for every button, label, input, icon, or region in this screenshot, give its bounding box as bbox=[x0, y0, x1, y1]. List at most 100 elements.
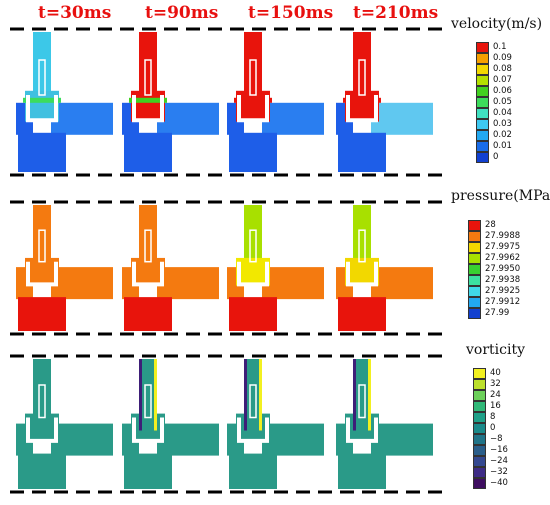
valve-core bbox=[131, 413, 165, 443]
colorbar-tick-label: −40 bbox=[490, 478, 508, 488]
time-label-210ms: t=210ms bbox=[353, 3, 439, 23]
shear-edge-light bbox=[368, 359, 371, 431]
valve-stem bbox=[139, 359, 157, 418]
colorbar-swatch bbox=[468, 220, 481, 231]
side-channel-right bbox=[371, 423, 433, 456]
colorbar-swatch bbox=[468, 297, 481, 308]
colorbar-swatch bbox=[473, 445, 486, 456]
colorbar-tick-label: 0.05 bbox=[493, 97, 512, 107]
colorbar-tick-label: 0 bbox=[490, 423, 496, 433]
lower-chamber bbox=[18, 132, 66, 172]
valve-band bbox=[343, 97, 381, 103]
colorbar-tick-label: 0.06 bbox=[493, 86, 512, 96]
side-channel-right bbox=[51, 423, 113, 456]
side-channel-right bbox=[157, 423, 219, 456]
shear-edge-dark bbox=[353, 359, 356, 431]
side-channel-right bbox=[51, 267, 113, 300]
colorbar-swatch bbox=[473, 423, 486, 434]
velocity-colorbar-title: velocity(m/s) bbox=[451, 16, 543, 32]
valve-spool-outline bbox=[38, 384, 46, 419]
valve-body-outline bbox=[237, 417, 269, 443]
colorbar-swatch bbox=[468, 275, 481, 286]
valve-body-outline bbox=[346, 261, 378, 287]
colorbar-swatch bbox=[473, 379, 486, 390]
shear-edge-dark bbox=[244, 359, 247, 431]
colorbar-tick-label: 0.07 bbox=[493, 75, 512, 85]
valve-core bbox=[25, 90, 59, 122]
side-channel-right bbox=[371, 102, 433, 135]
colorbar-swatch bbox=[473, 478, 486, 489]
lower-chamber bbox=[229, 297, 277, 331]
colorbar-swatch bbox=[476, 64, 489, 75]
valve-stem bbox=[244, 359, 262, 418]
side-channel-right bbox=[262, 102, 324, 135]
colorbar-tick-label: 0.01 bbox=[493, 141, 512, 151]
time-label-30ms: t=30ms bbox=[38, 3, 112, 23]
colorbar-tick-label: 27.9962 bbox=[485, 253, 521, 263]
valve-stem bbox=[353, 205, 371, 262]
valve-core bbox=[131, 90, 165, 122]
shear-edge-light bbox=[259, 359, 262, 431]
shear-edge-light bbox=[48, 359, 51, 431]
lower-chamber bbox=[124, 297, 172, 331]
valve-stem bbox=[244, 32, 262, 95]
colorbar-tick-label: 0.1 bbox=[493, 42, 507, 52]
colorbar-tick-label: 32 bbox=[490, 379, 501, 389]
valve-core bbox=[236, 413, 270, 443]
valve-body-outline bbox=[346, 95, 378, 123]
shear-edge-light bbox=[154, 359, 157, 431]
colorbar-tick-label: 40 bbox=[490, 368, 501, 378]
valve-body-outline bbox=[132, 261, 164, 287]
colorbar-tick-label: −24 bbox=[490, 456, 508, 466]
valve-spool-outline bbox=[38, 59, 46, 96]
valve-spool-outline bbox=[249, 384, 257, 419]
colorbar-swatch bbox=[468, 286, 481, 297]
lower-chamber bbox=[229, 132, 277, 172]
colorbar-tick-label: −32 bbox=[490, 467, 508, 477]
colorbar-swatch bbox=[473, 390, 486, 401]
side-channel-right bbox=[371, 267, 433, 300]
lower-chamber bbox=[338, 297, 386, 331]
valve-stem bbox=[33, 32, 51, 95]
colorbar-swatch bbox=[468, 231, 481, 242]
time-label-150ms: t=150ms bbox=[248, 3, 334, 23]
lower-chamber bbox=[229, 453, 277, 489]
colorbar-tick-label: 27.9912 bbox=[485, 297, 521, 307]
valve-band bbox=[23, 97, 61, 103]
colorbar-swatch bbox=[476, 97, 489, 108]
colorbar-swatch bbox=[476, 119, 489, 130]
colorbar-tick-label: 27.9925 bbox=[485, 286, 521, 296]
valve-spool-outline bbox=[249, 59, 257, 96]
colorbar-swatch bbox=[473, 412, 486, 423]
valve-core bbox=[236, 257, 270, 286]
valve-spool-outline bbox=[144, 59, 152, 96]
valve-core bbox=[345, 413, 379, 443]
colorbar-swatch bbox=[476, 86, 489, 97]
pressure-colorbar-title: pressure(MPa) bbox=[451, 188, 550, 204]
colorbar-swatch bbox=[476, 108, 489, 119]
side-channel-right bbox=[262, 423, 324, 456]
colorbar-tick-label: 27.9938 bbox=[485, 275, 521, 285]
valve-spool-outline bbox=[358, 59, 366, 96]
colorbar-tick-label: 0.09 bbox=[493, 53, 512, 63]
colorbar-tick-label: 27.9975 bbox=[485, 242, 521, 252]
colorbar-tick-label: −8 bbox=[490, 434, 503, 444]
valve-spool-outline bbox=[358, 384, 366, 419]
colorbar-tick-label: 0.02 bbox=[493, 130, 512, 140]
colorbar-swatch bbox=[476, 141, 489, 152]
shear-edge-dark bbox=[139, 359, 142, 431]
valve-core bbox=[131, 257, 165, 286]
valve-stem bbox=[353, 359, 371, 418]
colorbar-swatch bbox=[476, 152, 489, 163]
colorbar-swatch bbox=[476, 53, 489, 64]
valve-band bbox=[234, 97, 272, 103]
valve-core bbox=[345, 257, 379, 286]
shear-edge-dark bbox=[33, 359, 36, 431]
colorbar-tick-label: 16 bbox=[490, 401, 501, 411]
lower-chamber bbox=[18, 297, 66, 331]
valve-stem bbox=[244, 205, 262, 262]
valve-body-outline bbox=[26, 417, 58, 443]
vorticity-colorbar-title: vorticity bbox=[466, 342, 525, 358]
valve-stem bbox=[33, 205, 51, 262]
